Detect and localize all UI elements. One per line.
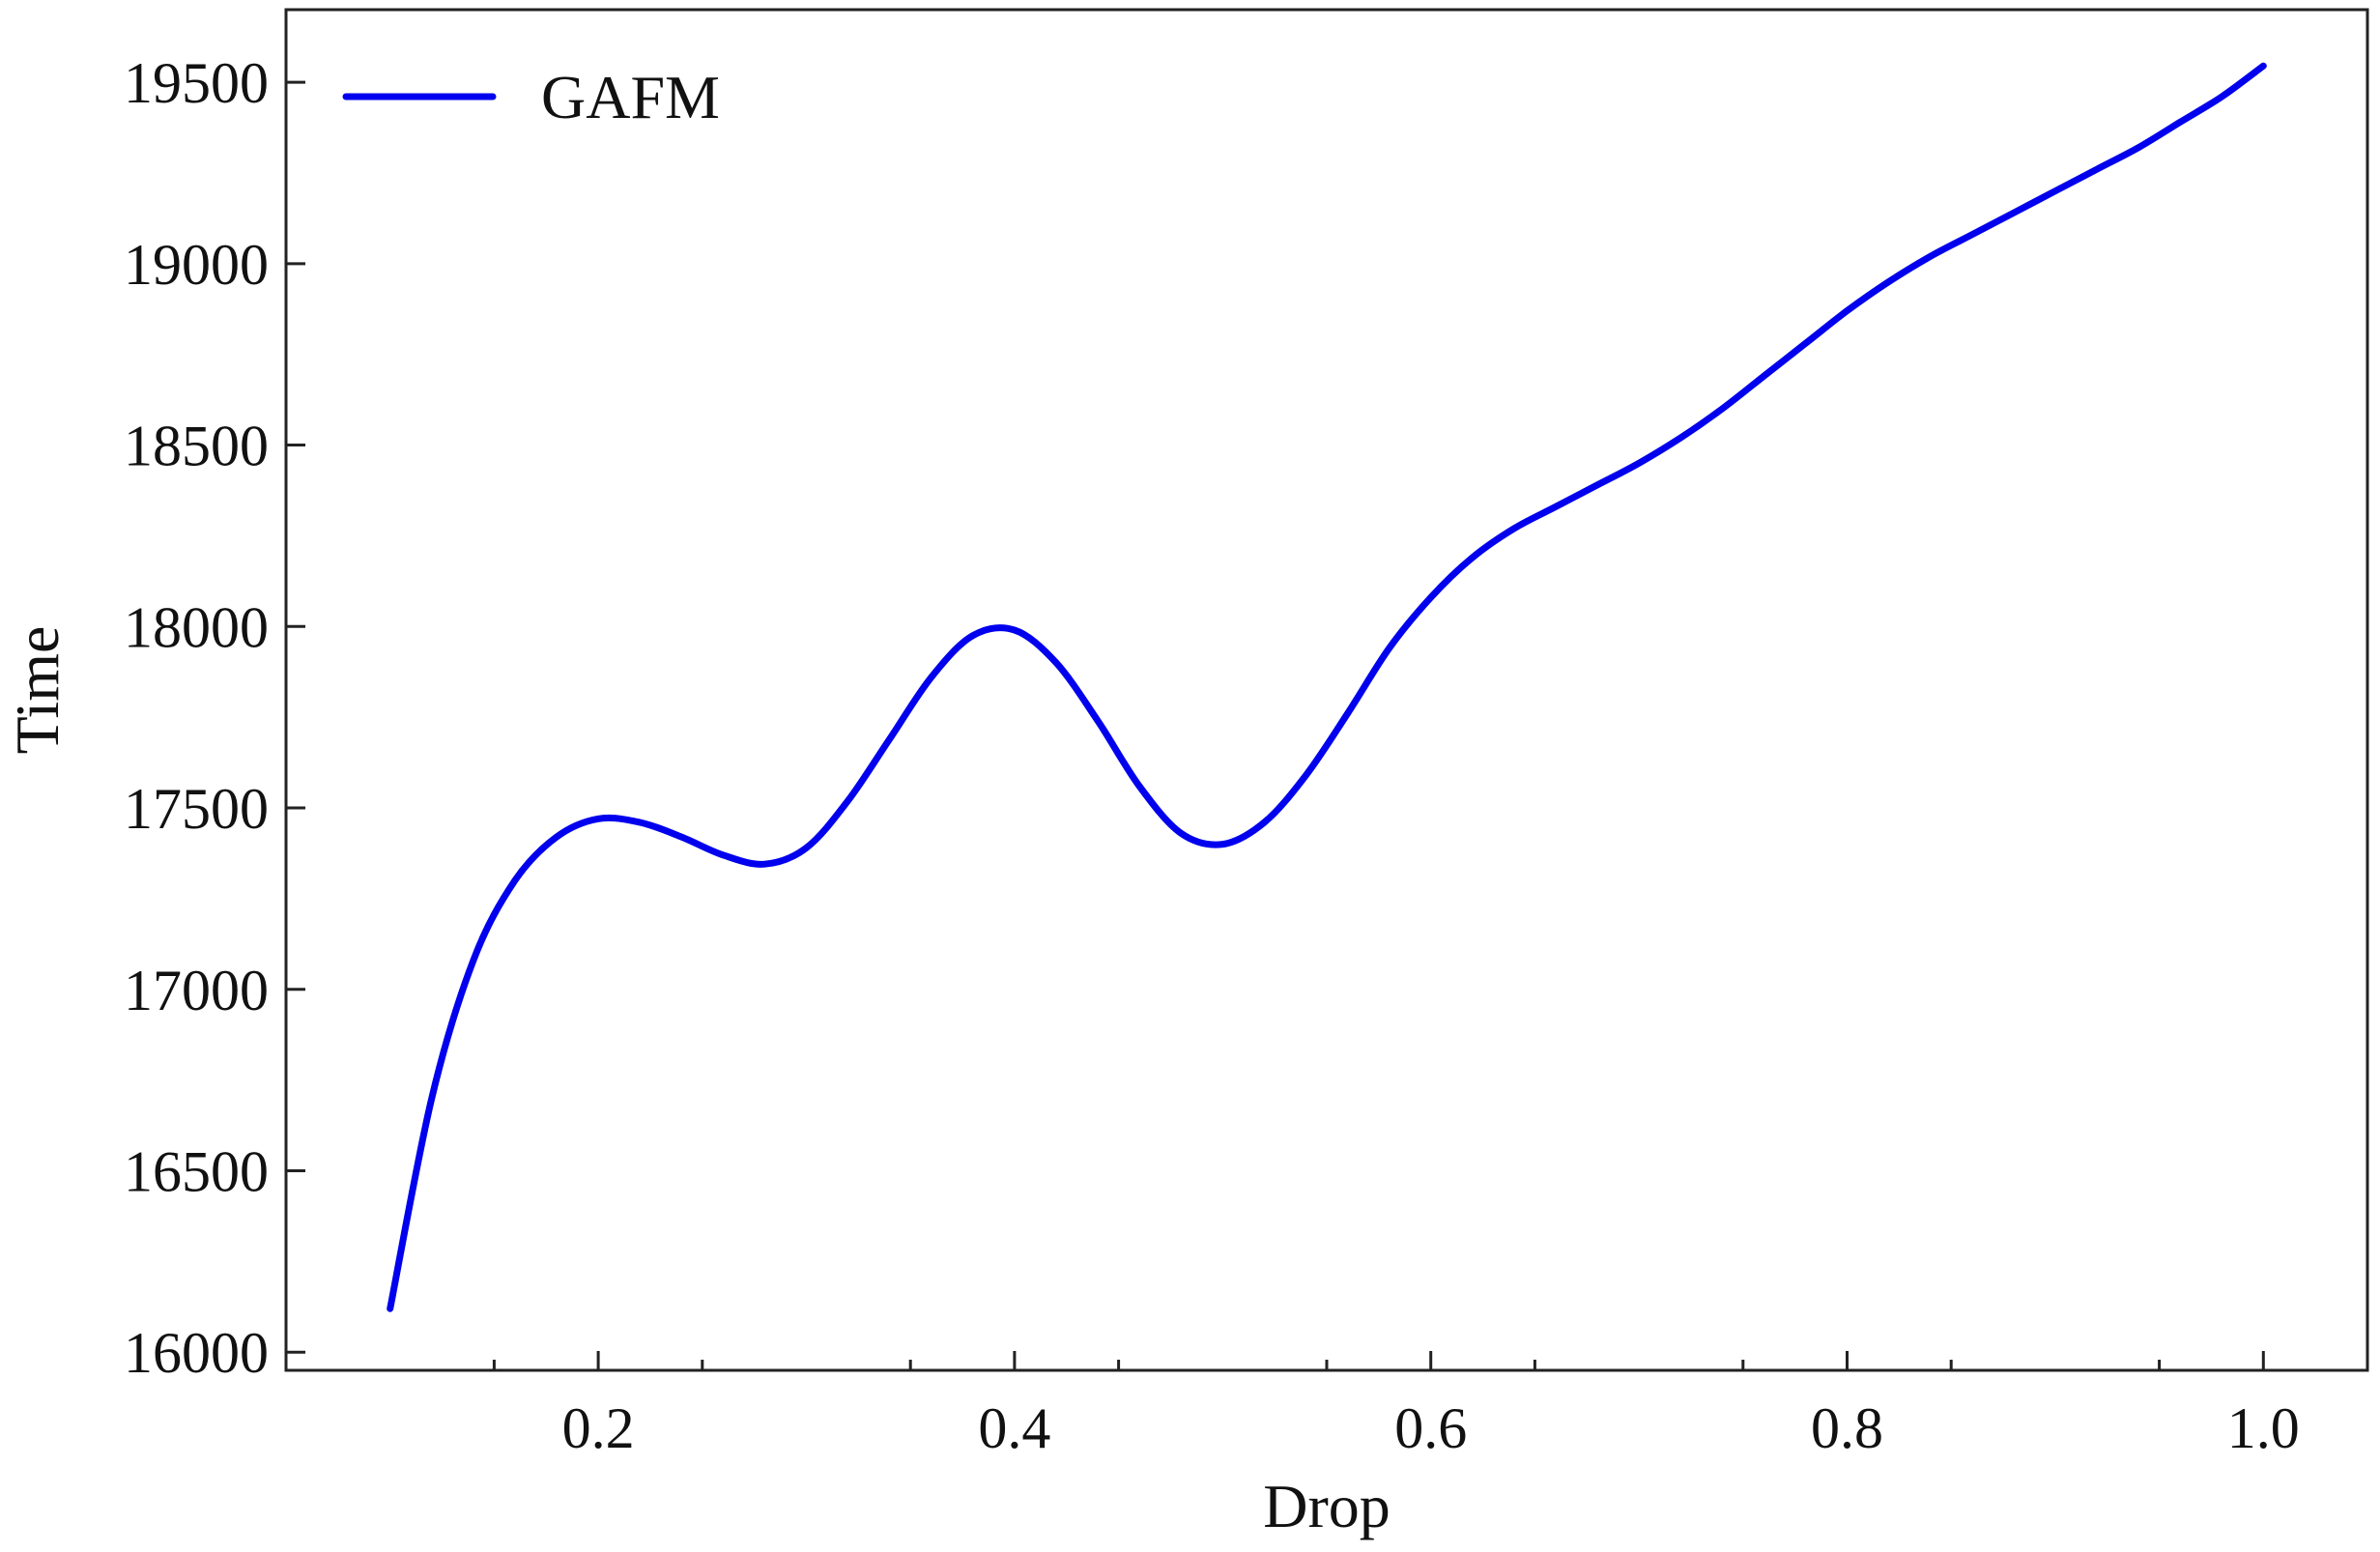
- series-line-gafm: [387, 62, 2267, 1312]
- y-tick-label: 18500: [124, 415, 269, 478]
- legend-label: GAFM: [541, 63, 720, 131]
- y-tick-label: 19000: [124, 233, 269, 297]
- x-tick-label: 0.8: [1811, 1396, 1883, 1460]
- x-tick-label: 0.4: [978, 1396, 1050, 1460]
- x-axis-label: Drop: [1263, 1472, 1391, 1540]
- legend: GAFM: [342, 63, 720, 131]
- y-tick-label: 16000: [124, 1321, 269, 1385]
- y-tick-label: 18000: [124, 595, 269, 659]
- series-layer: [387, 62, 2267, 1312]
- y-tick-label: 16500: [124, 1139, 269, 1203]
- y-tick-label: 17500: [124, 777, 269, 841]
- x-tick-label: 0.2: [562, 1396, 635, 1460]
- axes-layer: 0.2 0.4 0.6 0.8 1.0 16000 16500 17000 17500 18000…: [124, 51, 2300, 1460]
- y-tick-label: 19500: [124, 51, 269, 115]
- y-axis-label: Time: [3, 626, 72, 755]
- plot-frame: [284, 8, 2369, 1372]
- y-tick-label: 17000: [124, 959, 269, 1022]
- x-tick-label: 0.6: [1394, 1396, 1467, 1460]
- x-tick-label: 1.0: [2227, 1396, 2300, 1460]
- plot-area: [284, 8, 2369, 1372]
